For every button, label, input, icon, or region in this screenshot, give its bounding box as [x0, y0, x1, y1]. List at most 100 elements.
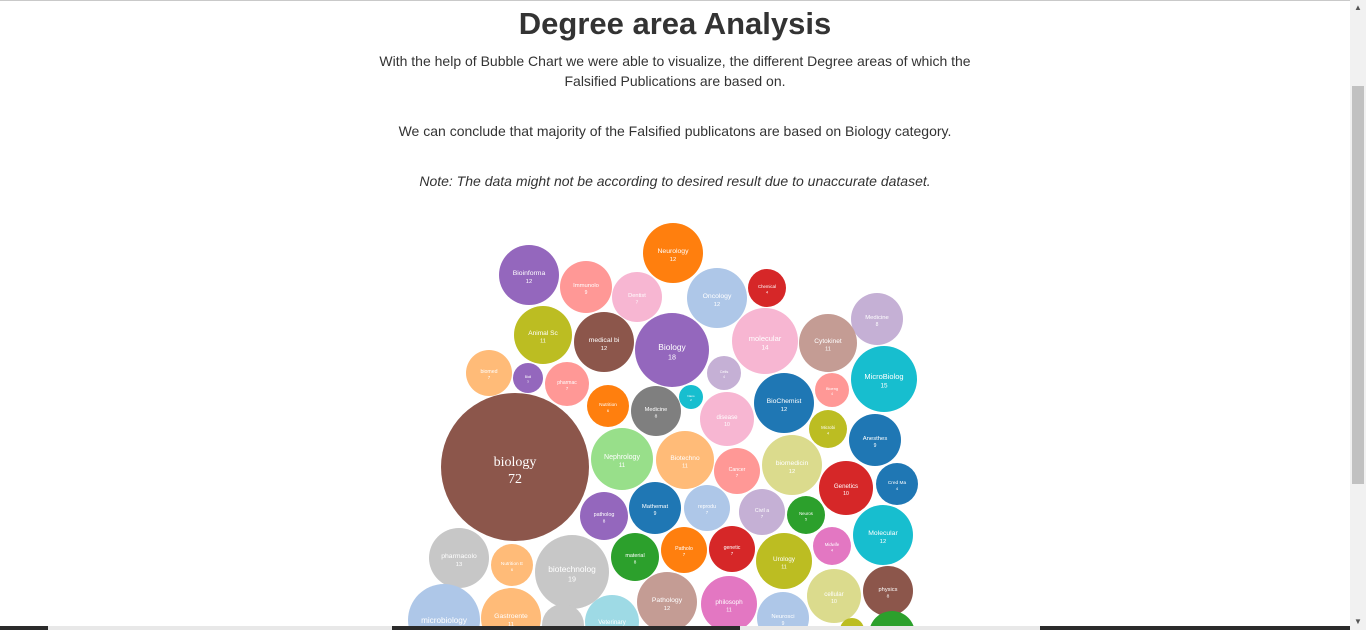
- bubble-label: reprodu: [698, 504, 716, 510]
- bubble-value: 8: [655, 414, 658, 420]
- bubble-value: 5: [805, 517, 807, 521]
- bubble-circle: [514, 306, 572, 364]
- bubble-label: Pathology: [652, 597, 683, 604]
- bubble-circle: [851, 346, 917, 412]
- bubble: Cytokinet 11: [799, 314, 857, 372]
- bubble: Neurology 12: [643, 223, 703, 283]
- bubble-value: 72: [508, 472, 522, 487]
- bubble: Nutrition E6: [491, 544, 533, 586]
- bubble-label: biotechnolog: [548, 564, 596, 574]
- bubble-circle: [687, 268, 747, 328]
- bubble-value: 8: [876, 322, 879, 328]
- bubble-circle: [466, 350, 512, 396]
- bubble-circle: [535, 535, 609, 609]
- bubble-circle: [629, 482, 681, 534]
- bubble-circle: [701, 576, 757, 630]
- bubble-circle: [799, 314, 857, 372]
- bubble-label: Civil a: [755, 508, 769, 514]
- intro-paragraph: With the help of Bubble Chart we were ab…: [379, 53, 971, 89]
- bubble: Pathology 12: [637, 572, 697, 630]
- bubble-label: Neurosci: [771, 614, 794, 620]
- bubble-circle: [679, 385, 703, 409]
- bubble-circle: [748, 269, 786, 307]
- scrollbar-thumb[interactable]: [1352, 86, 1364, 484]
- bubble-label: Genetics: [834, 483, 858, 490]
- bubble-circle: [408, 584, 480, 630]
- bubble-circle: [637, 572, 697, 630]
- bubble-circle: [809, 410, 847, 448]
- bubble: Gastroente 11: [481, 588, 541, 630]
- bubble-value: 7: [566, 386, 569, 391]
- bubble-value: 2: [690, 398, 692, 402]
- bubble-label: Nutrition E: [501, 561, 523, 567]
- bubble-circle: [591, 428, 653, 490]
- bubble-value: 7: [706, 510, 709, 515]
- bubble-label: Gastroente: [494, 613, 528, 620]
- bubble-circle: [739, 489, 785, 535]
- bubble-value: 7: [636, 300, 639, 306]
- bubble-circle: [707, 356, 741, 390]
- note-paragraph: Note: The data might not be according to…: [419, 173, 931, 189]
- bubble-circle: [612, 272, 662, 322]
- triangle-down-icon[interactable]: ▼: [1354, 617, 1362, 626]
- bubble-circle: [876, 463, 918, 505]
- bubble-label: Cytokinet: [814, 338, 842, 345]
- bubble: Bioinforma 12: [499, 245, 559, 305]
- bubble-label: Biology: [658, 342, 686, 352]
- bubble-circle: [661, 527, 707, 573]
- bubble-value: 4: [896, 486, 899, 491]
- bubble: Animal Sc 11: [514, 306, 572, 364]
- bubble-circle: [580, 492, 628, 540]
- triangle-up-icon[interactable]: ▲: [1354, 3, 1362, 12]
- bubble-value: 12: [664, 606, 670, 612]
- bubble-label: molecular: [749, 334, 782, 343]
- bubble-value: 9: [585, 290, 588, 296]
- bubble-circle: [542, 604, 584, 630]
- bubble-value: 7: [683, 552, 686, 557]
- bubble-value: 4: [831, 392, 833, 396]
- bubble-circle: [643, 223, 703, 283]
- bubble-label: microbiology: [421, 616, 468, 625]
- bubble-circle: [714, 448, 760, 494]
- bubble-label: Immunolo: [573, 283, 600, 289]
- bubble-value: 12: [714, 302, 720, 308]
- bubble: Molecular 12: [853, 505, 913, 565]
- bubble-circle: [631, 386, 681, 436]
- bubble-circle: [849, 414, 901, 466]
- bubble-label: Chemical: [758, 284, 776, 289]
- bubble-circle: [732, 308, 798, 374]
- bubble-value: 8: [887, 594, 890, 600]
- bubble-label: Dentist: [628, 293, 646, 299]
- bubble-value: 10: [831, 599, 837, 605]
- bubble: Cred Ma4: [876, 463, 918, 505]
- bubble-circle: [756, 533, 812, 589]
- page-title: Degree area Analysis: [518, 6, 832, 41]
- bubble-value: 19: [568, 575, 576, 583]
- bubble-circle: [560, 261, 612, 313]
- bubble-circle: [635, 313, 709, 387]
- bubble-circle: [513, 363, 543, 393]
- bubble-circle: [656, 431, 714, 489]
- bubble: medical bi 12: [574, 312, 634, 372]
- bubble: [869, 611, 915, 630]
- bubble-circle: [429, 528, 489, 588]
- bubble-label: biology: [494, 455, 537, 470]
- bubble-value: 18: [668, 353, 676, 361]
- bubble-value: 7: [736, 473, 739, 478]
- bubble-label: Cancer: [729, 467, 746, 473]
- bubble-label: Animal Sc: [528, 330, 558, 337]
- vertical-scrollbar[interactable]: ▲ ▼: [1350, 0, 1366, 630]
- bubble-circle: [869, 611, 915, 630]
- bubble-value: 10: [843, 491, 849, 497]
- bubble-value: 8: [603, 518, 606, 523]
- bubble-value: 6: [607, 408, 610, 413]
